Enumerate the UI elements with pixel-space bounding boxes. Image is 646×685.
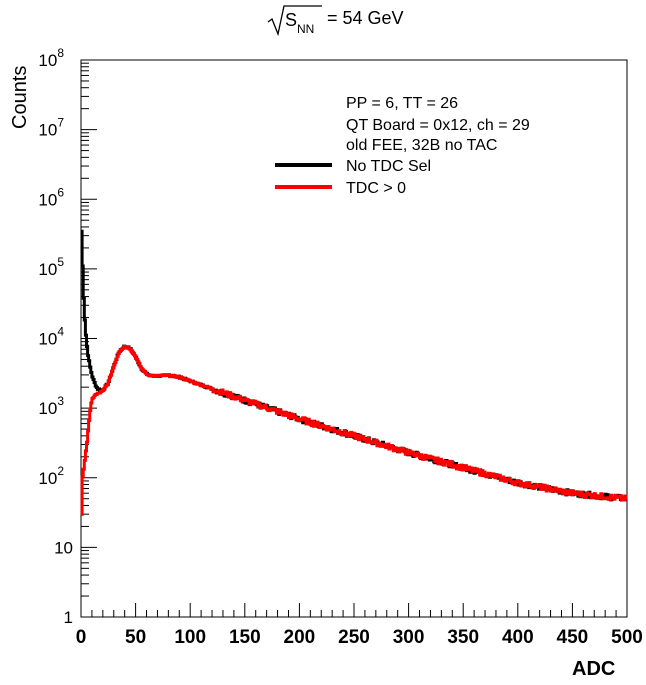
y-tick-label: 104 [38, 325, 64, 349]
x-tick-label: 300 [393, 627, 425, 648]
legend: PP = 6, TT = 26 QT Board = 0x12, ch = 29… [275, 95, 530, 197]
y-tick-label: 102 [38, 464, 64, 488]
series-line-tdc-gt-0 [80, 345, 628, 516]
x-tick-label: 150 [229, 627, 261, 648]
series-layer [80, 229, 628, 516]
chart-title: S NN = 54 GeV [267, 5, 404, 37]
annotation-2: QT Board = 0x12, ch = 29 [346, 117, 530, 134]
title-root-label: S [285, 10, 297, 30]
title-subscript: NN [297, 22, 314, 36]
x-tick-label: 100 [174, 627, 206, 648]
x-tick-label: 400 [502, 627, 534, 648]
title-value: = 54 GeV [327, 8, 404, 28]
y-tick-label: 1 [64, 608, 73, 627]
y-tick-label: 107 [38, 116, 64, 140]
x-tick-label: 500 [611, 627, 643, 648]
y-axis-title: Counts [9, 66, 31, 129]
x-tick-label: 450 [557, 627, 589, 648]
annotation-1: PP = 6, TT = 26 [346, 95, 458, 112]
y-tick-label: 106 [38, 185, 64, 209]
series-line-no-tdc-sel [80, 229, 628, 502]
y-tick-label: 10 [54, 538, 73, 557]
legend-label-no-tdc-sel: No TDC Sel [346, 158, 431, 175]
x-tick-label: 200 [284, 627, 316, 648]
x-axis-title: ADC [572, 658, 615, 680]
x-tick-label: 350 [447, 627, 479, 648]
y-tick-label: 108 [38, 46, 64, 70]
annotation-3: old FEE, 32B no TAC [346, 137, 497, 154]
x-tick-label: 250 [338, 627, 370, 648]
y-axis: 1 10 102 103 104 105 106 107 108 [38, 46, 97, 627]
y-tick-label: 103 [38, 394, 64, 418]
legend-label-tdc-gt-0: TDC > 0 [346, 180, 406, 197]
x-axis: 0 50 100 150 200 250 300 350 400 450 500 [76, 603, 643, 648]
y-tick-label: 105 [38, 255, 64, 279]
x-tick-label: 0 [76, 627, 87, 648]
x-tick-label: 50 [125, 627, 146, 648]
sqrt-symbol-icon [267, 5, 322, 37]
